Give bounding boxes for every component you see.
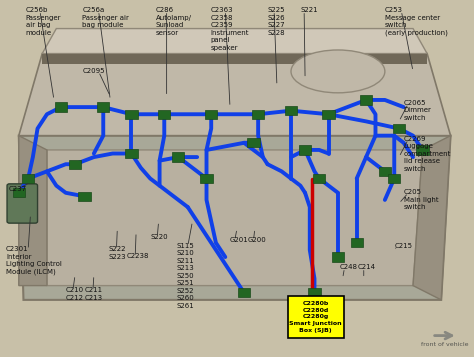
Text: C256b
Passenger
air bag
module: C256b Passenger air bag module: [26, 7, 61, 36]
Text: C256a
Passenger air
bag module: C256a Passenger air bag module: [82, 7, 129, 28]
Polygon shape: [42, 54, 427, 64]
FancyBboxPatch shape: [252, 110, 264, 119]
Text: C253
Message center
switch
(early production): C253 Message center switch (early produc…: [385, 7, 448, 36]
Text: C210
C212: C210 C212: [66, 287, 84, 301]
Text: C2301
Interior
Lighting Control
Module (ILCM): C2301 Interior Lighting Control Module (…: [6, 246, 62, 275]
Text: C2238: C2238: [127, 253, 149, 260]
Polygon shape: [47, 150, 422, 286]
Text: C237: C237: [9, 186, 27, 192]
Text: C248: C248: [340, 264, 358, 270]
Text: front of vehicle: front of vehicle: [421, 342, 469, 347]
Ellipse shape: [291, 50, 385, 93]
FancyBboxPatch shape: [388, 174, 401, 183]
Polygon shape: [413, 136, 451, 300]
FancyBboxPatch shape: [351, 238, 363, 247]
FancyBboxPatch shape: [416, 145, 428, 155]
FancyBboxPatch shape: [313, 174, 325, 183]
Text: C2280b
C2280d
C2280g
Smart Junction
Box (SJB): C2280b C2280d C2280g Smart Junction Box …: [289, 301, 342, 332]
FancyBboxPatch shape: [7, 184, 37, 223]
FancyBboxPatch shape: [158, 110, 170, 119]
Text: C2363
C2358
C2359
Instrument
panel
speaker: C2363 C2358 C2359 Instrument panel speak…: [210, 7, 249, 51]
FancyBboxPatch shape: [285, 106, 297, 115]
FancyBboxPatch shape: [360, 95, 372, 105]
FancyBboxPatch shape: [55, 102, 67, 112]
FancyBboxPatch shape: [247, 138, 260, 147]
FancyBboxPatch shape: [309, 288, 320, 297]
FancyBboxPatch shape: [322, 110, 335, 119]
Text: C215: C215: [394, 243, 412, 249]
FancyBboxPatch shape: [379, 167, 391, 176]
Polygon shape: [19, 136, 47, 286]
FancyBboxPatch shape: [238, 288, 250, 297]
Text: C214: C214: [358, 264, 376, 270]
Polygon shape: [19, 54, 451, 136]
Text: C2269
Luggage
compartment
lid release
switch: C2269 Luggage compartment lid release sw…: [404, 136, 451, 172]
Text: S221: S221: [301, 7, 318, 13]
Text: G200: G200: [248, 237, 266, 243]
FancyBboxPatch shape: [288, 296, 344, 338]
FancyBboxPatch shape: [78, 192, 91, 201]
FancyBboxPatch shape: [125, 110, 137, 119]
Text: G201: G201: [230, 237, 249, 243]
FancyBboxPatch shape: [22, 174, 34, 183]
Text: S225
S226
S227
S228: S225 S226 S227 S228: [267, 7, 285, 36]
Text: C211
C213: C211 C213: [84, 287, 102, 301]
FancyBboxPatch shape: [125, 149, 137, 158]
FancyBboxPatch shape: [299, 145, 311, 155]
Text: C286
Autolamp/
Sunload
sensor: C286 Autolamp/ Sunload sensor: [156, 7, 192, 36]
Text: S115
S210
S211
S213
S250
S251
S252
S260
S261: S115 S210 S211 S213 S250 S251 S252 S260 …: [176, 243, 194, 309]
FancyBboxPatch shape: [205, 110, 217, 119]
FancyBboxPatch shape: [332, 252, 344, 262]
FancyBboxPatch shape: [201, 174, 213, 183]
Text: C2095: C2095: [82, 68, 105, 74]
FancyBboxPatch shape: [13, 188, 25, 197]
FancyBboxPatch shape: [393, 124, 405, 133]
FancyBboxPatch shape: [172, 152, 184, 162]
Polygon shape: [42, 29, 427, 54]
Text: S220: S220: [150, 234, 168, 240]
FancyBboxPatch shape: [97, 102, 109, 112]
Text: C2065
Dimmer
switch: C2065 Dimmer switch: [404, 100, 431, 121]
FancyBboxPatch shape: [69, 160, 81, 169]
Text: C205
Main light
switch: C205 Main light switch: [404, 189, 438, 210]
Polygon shape: [19, 136, 451, 300]
Text: S222
S223: S222 S223: [109, 246, 127, 260]
